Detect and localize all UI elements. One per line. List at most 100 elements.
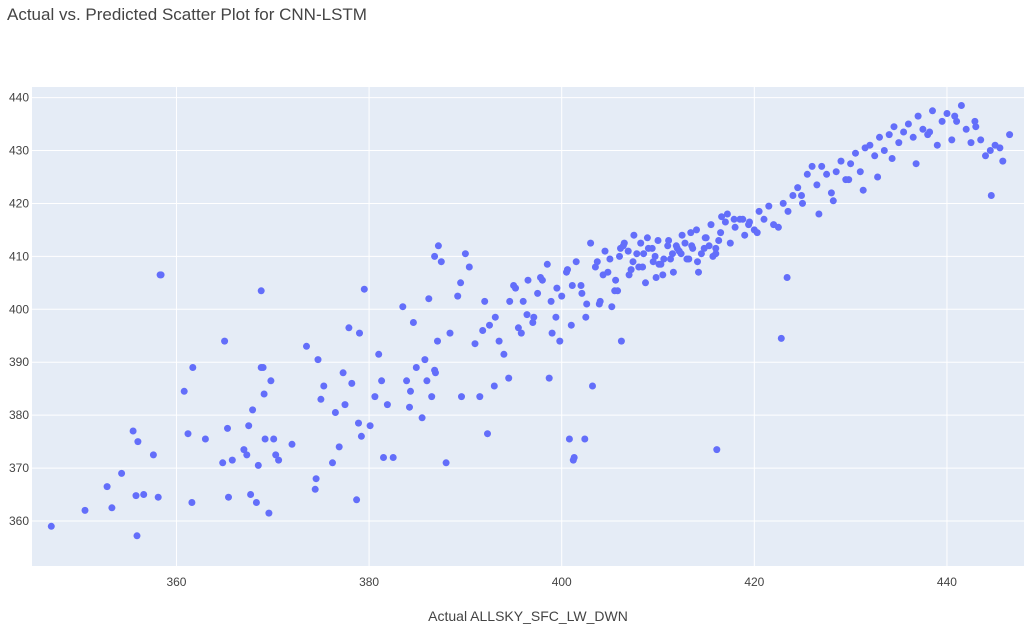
y-tick-label: 380 [9, 408, 29, 422]
scatter-point [423, 377, 431, 385]
scatter-point [972, 123, 980, 131]
scatter-point [479, 327, 487, 334]
scatter-point [184, 430, 192, 438]
scatter-point [252, 499, 260, 506]
scatter-point [681, 239, 689, 247]
scatter-point [707, 221, 715, 229]
scatter-point [530, 313, 538, 321]
scatter-point [712, 244, 720, 252]
scatter-point [188, 499, 196, 506]
x-tick-label: 420 [744, 575, 764, 589]
scatter-point [774, 223, 782, 231]
scatter-point [808, 162, 816, 170]
y-tick-label: 430 [9, 144, 29, 158]
scatter-point [353, 496, 361, 504]
scatter-point [730, 215, 738, 223]
scatter-point [948, 136, 956, 144]
scatter-point [953, 117, 961, 125]
scatter-point [693, 226, 700, 234]
scatter-point [914, 112, 922, 120]
scatter-point [247, 491, 255, 498]
scatter-point [523, 311, 531, 319]
scatter-point [919, 125, 927, 133]
scatter-point [360, 285, 368, 293]
scatter-point [383, 401, 391, 409]
scatter-point [667, 255, 674, 263]
scatter-point [606, 255, 614, 263]
scatter-point [895, 139, 903, 147]
scatter-point [589, 382, 596, 390]
scatter-point [331, 409, 339, 416]
scatter-point [1006, 131, 1014, 139]
scatter-point [779, 199, 787, 207]
scatter-point [687, 229, 695, 237]
grid-lines [32, 87, 1024, 566]
scatter-point [823, 170, 831, 178]
scatter-point [685, 255, 693, 263]
chart-title: Actual vs. Predicted Scatter Plot for CN… [7, 5, 367, 24]
scatter-point [832, 168, 840, 176]
scatter-point [660, 255, 668, 263]
scatter-point [595, 300, 603, 308]
scatter-point [617, 337, 625, 345]
scatter-point [312, 475, 320, 483]
scatter-point [335, 443, 343, 451]
scatter-point [617, 244, 624, 252]
scatter-point [418, 414, 426, 422]
scatter-point [512, 284, 519, 292]
scatter-point [957, 102, 965, 109]
scatter-point [593, 258, 601, 266]
scatter-point [506, 297, 514, 305]
scatter-point [556, 337, 564, 345]
scatter-point [457, 279, 465, 287]
scatter-point [818, 162, 826, 170]
scatter-point [265, 509, 273, 517]
scatter-point [537, 274, 544, 281]
scatter-point [888, 155, 896, 162]
scatter-point [845, 176, 853, 184]
scatter-point [412, 364, 420, 371]
y-tick-label: 370 [9, 461, 29, 475]
scatter-point [257, 287, 265, 295]
scatter-point [659, 271, 667, 279]
scatter-point [675, 247, 683, 255]
scatter-point [567, 321, 575, 329]
scatter-point [434, 337, 441, 345]
scatter-point [799, 199, 806, 207]
scatter-point [245, 422, 253, 430]
scatter-point [578, 289, 586, 297]
scatter-point [434, 242, 442, 250]
scatter-point [270, 435, 278, 443]
scatter-point [524, 276, 532, 284]
scatter-point [642, 279, 649, 287]
scatter-point [745, 221, 753, 229]
x-tick-label: 360 [166, 575, 186, 589]
scatter-point [982, 152, 989, 160]
scatter-point [794, 184, 802, 192]
scatter-point [341, 401, 349, 409]
scatter-point [789, 192, 797, 199]
scatter-point [320, 382, 328, 390]
y-axis-ticks: 360 370 380 390 400 410 420 430 440 [9, 91, 29, 528]
scatter-point [859, 186, 867, 194]
scatter-point [481, 297, 489, 305]
scatter-point [601, 247, 609, 255]
scatter-point [614, 287, 622, 295]
scatter-point [132, 492, 140, 500]
y-tick-label: 360 [9, 514, 29, 528]
scatter-point [760, 215, 768, 223]
scatter-point [495, 337, 503, 345]
scatter-point [428, 393, 436, 401]
scatter-point [303, 342, 310, 350]
scatter-point [221, 337, 229, 345]
scatter-point [228, 456, 236, 464]
scatter-point [339, 369, 347, 377]
scatter-point [999, 157, 1007, 165]
scatter-point [815, 210, 823, 218]
scatter-point [695, 268, 702, 276]
y-tick-label: 420 [9, 196, 29, 210]
scatter-point [149, 451, 157, 459]
scatter-point [134, 438, 142, 446]
scatter-point [140, 491, 148, 498]
scatter-point [446, 329, 454, 337]
